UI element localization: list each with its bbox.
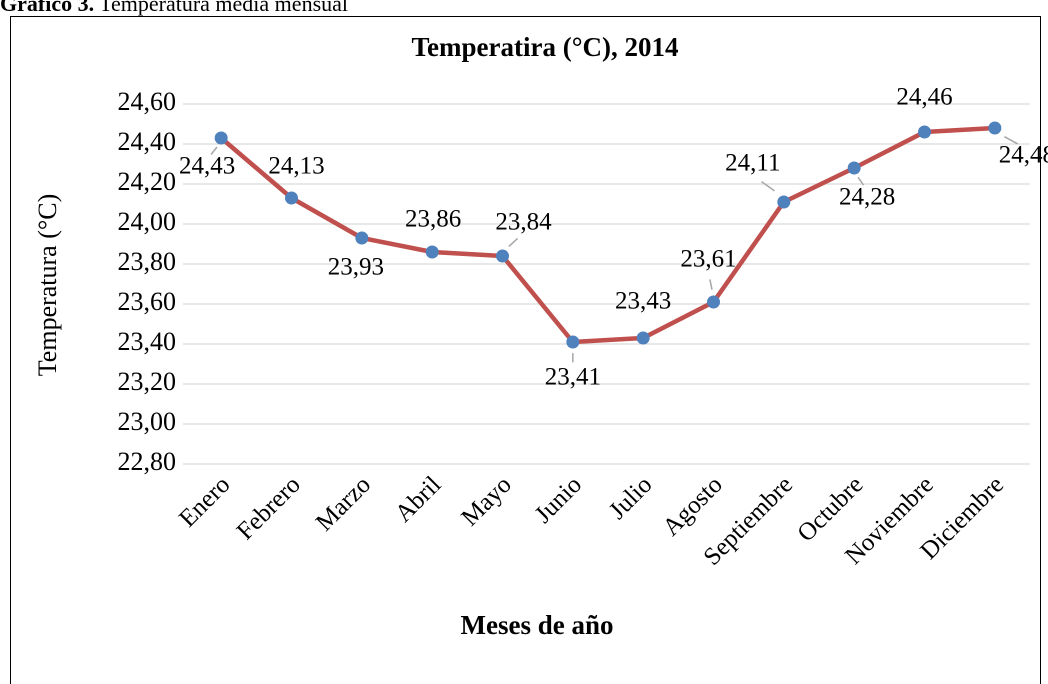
x-axis-title: Meses de año: [461, 610, 614, 640]
data-point: [707, 295, 720, 309]
chart: Temperatira (°C), 2014 Meses de año Temp…: [33, 32, 1048, 640]
data-label: 23,93: [328, 254, 384, 281]
data-point: [496, 249, 509, 263]
y-axis-title: Temperatura (°C): [33, 194, 62, 377]
data-label: 24,28: [839, 184, 895, 211]
y-tick-label: 24,40: [118, 127, 177, 156]
caption-text: Temperatura media mensual: [99, 0, 348, 16]
data-point: [214, 131, 228, 145]
x-tick-label: Febrero: [232, 471, 306, 545]
x-tick-label: Junio: [530, 471, 587, 528]
caption: Gráfico 3. Temperatura media mensual: [0, 0, 348, 16]
y-tick-label: 24,20: [118, 167, 177, 196]
data-point: [285, 191, 298, 205]
x-tick-label: Abril: [390, 471, 446, 527]
data-label: 23,41: [545, 364, 601, 391]
leader-line: [210, 146, 218, 155]
y-tick-label: 22,80: [118, 447, 177, 476]
x-tick-label: Enero: [174, 471, 235, 532]
data-point: [425, 245, 439, 259]
data-point: [988, 121, 1002, 135]
y-tick-label: 24,00: [118, 207, 177, 236]
data-label: 24,11: [725, 150, 780, 177]
x-tick-label: Mayo: [456, 471, 516, 531]
leader-line: [761, 181, 775, 192]
data-point: [918, 125, 931, 139]
data-label: 23,86: [405, 206, 461, 233]
data-point: [777, 195, 791, 209]
data-label: 23,43: [615, 288, 671, 315]
x-tick-label: Agosto: [658, 471, 728, 541]
y-tick-label: 23,80: [118, 247, 177, 276]
leader-line: [1004, 136, 1019, 145]
series-line: [219, 125, 995, 345]
data-label: 24,13: [268, 153, 324, 180]
data-point: [566, 335, 580, 349]
leader-line: [709, 279, 713, 290]
data-point: [847, 161, 861, 175]
y-tick-label: 23,60: [118, 287, 177, 316]
leader-line: [508, 237, 519, 247]
y-tick-label: 23,20: [118, 367, 177, 396]
data-point: [636, 331, 650, 345]
y-tick-label: 23,00: [118, 407, 177, 436]
data-label: 23,84: [495, 209, 552, 236]
data-label: 24,46: [896, 84, 952, 111]
chart-frame: [10, 16, 1041, 684]
y-tick-label: 23,40: [118, 327, 177, 356]
y-tick-label: 24,60: [118, 87, 177, 116]
data-label: 24,43: [179, 153, 235, 180]
chart-title: Temperatira (°C), 2014: [412, 32, 679, 62]
data-label: 24,48: [999, 142, 1048, 169]
leader-line: [857, 176, 865, 186]
data-label: 23,61: [680, 246, 736, 273]
x-tick-label: Marzo: [311, 471, 376, 536]
x-tick-label: Julio: [604, 471, 657, 524]
data-point: [355, 231, 369, 245]
caption-label: Gráfico 3.: [0, 0, 94, 16]
